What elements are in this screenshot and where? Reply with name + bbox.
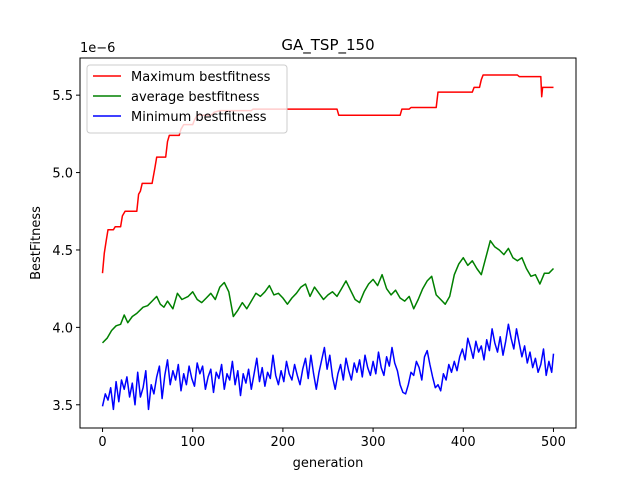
chart-title: GA_TSP_150 <box>281 36 374 55</box>
legend-label-minimum-bestfitness: Minimum bestfitness <box>131 110 267 125</box>
legend: Maximum bestfitness average bestfitness Mi… <box>86 64 288 134</box>
x-tick-label: 0 <box>98 435 106 450</box>
y-tick-label: 4.0 <box>52 321 73 336</box>
x-axis: 0 100 200 300 400 500 <box>98 428 566 450</box>
y-axis-label: BestFitness <box>29 206 44 280</box>
plot-area <box>79 57 577 429</box>
x-axis-label: generation <box>293 456 364 471</box>
x-tick-label: 200 <box>270 435 295 450</box>
y-tick-label: 4.5 <box>52 244 73 259</box>
y-offset-label: 1e−6 <box>80 41 115 56</box>
x-tick-label: 400 <box>451 435 476 450</box>
y-axis: 3.5 4.0 4.5 5.0 5.5 <box>52 89 80 414</box>
y-tick-label: 5.0 <box>52 167 73 182</box>
legend-label-average-bestfitness: average bestfitness <box>131 90 260 105</box>
x-tick-label: 100 <box>180 435 205 450</box>
x-tick-label: 300 <box>361 435 386 450</box>
legend-label-maximum-bestfitness: Maximum bestfitness <box>131 70 271 85</box>
y-tick-label: 5.5 <box>52 89 73 104</box>
series-line-minimum-bestfitness <box>101 323 555 411</box>
series-line-average-bestfitness <box>101 239 555 344</box>
plot-frame <box>79 57 577 429</box>
y-tick-label: 3.5 <box>52 399 73 414</box>
legend-box <box>86 64 288 134</box>
x-tick-label: 500 <box>541 435 566 450</box>
